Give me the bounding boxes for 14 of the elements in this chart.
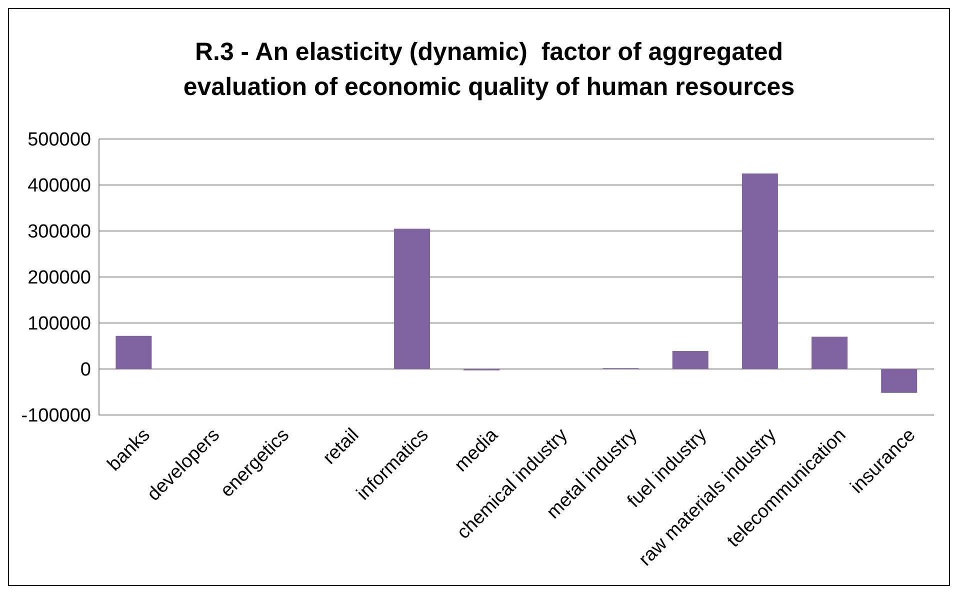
bar — [672, 351, 708, 369]
y-tick-label: 400000 — [28, 176, 91, 197]
y-tick-label: 0 — [80, 360, 91, 381]
bar — [881, 369, 918, 393]
bar — [116, 336, 152, 369]
y-tick-label: 100000 — [28, 314, 91, 335]
chart-title: R.3 - An elasticity (dynamic) factor of aggregated evaluation of economic quality of human resources — [182, 37, 796, 103]
y-tick-label: 300000 — [28, 222, 91, 243]
bar — [394, 228, 430, 369]
y-tick-label: -100000 — [21, 406, 91, 427]
y-tick-label: 200000 — [28, 268, 91, 289]
bar — [742, 174, 778, 369]
y-tick-label: 500000 — [28, 130, 91, 151]
bar — [812, 336, 848, 369]
